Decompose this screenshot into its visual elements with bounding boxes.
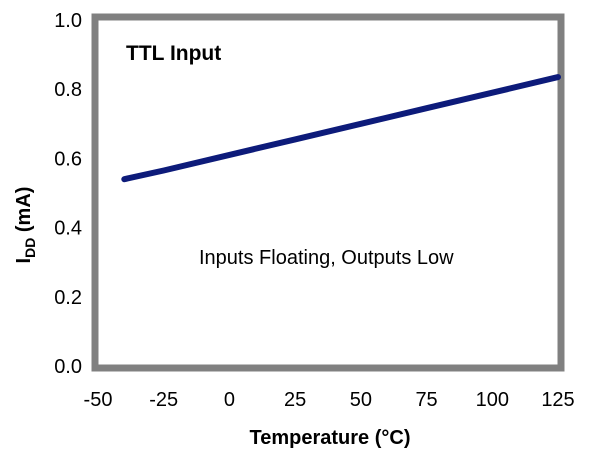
x-tick-label: 100 — [476, 389, 509, 411]
x-tick-label: 125 — [541, 389, 574, 411]
y-axis-title-subscript: DD — [22, 238, 38, 258]
series-line — [121, 74, 561, 183]
x-tick-label: -25 — [149, 389, 178, 411]
y-tick-label: 0.4 — [54, 218, 82, 240]
tick-labels: -50 -25 0 25 50 75 100 125 0.0 0.2 0.4 0.6 0.8 1.0 — [54, 10, 575, 411]
series-layer — [121, 74, 561, 183]
y-axis-title-tail: (mA) — [13, 187, 35, 238]
plot-frame — [91, 13, 565, 372]
condition-annotation: Inputs Floating, Outputs Low — [199, 247, 454, 269]
y-axis-title-main: I — [13, 258, 35, 264]
y-tick-label: 1.0 — [54, 10, 82, 32]
x-tick-label: 50 — [350, 389, 372, 411]
x-tick-label: 25 — [284, 389, 306, 411]
panel-label: TTL Input — [126, 42, 221, 65]
x-axis-title: Temperature (°C) — [250, 427, 411, 449]
y-tick-label: 0.0 — [54, 356, 82, 378]
x-tick-label: -50 — [84, 389, 113, 411]
y-tick-label: 0.6 — [54, 148, 82, 170]
y-axis-title: IDD (mA) — [13, 187, 38, 264]
x-tick-label: 0 — [224, 389, 235, 411]
x-tick-label: 75 — [415, 389, 437, 411]
y-tick-label: 0.8 — [54, 79, 82, 101]
y-tick-label: 0.2 — [54, 287, 82, 309]
